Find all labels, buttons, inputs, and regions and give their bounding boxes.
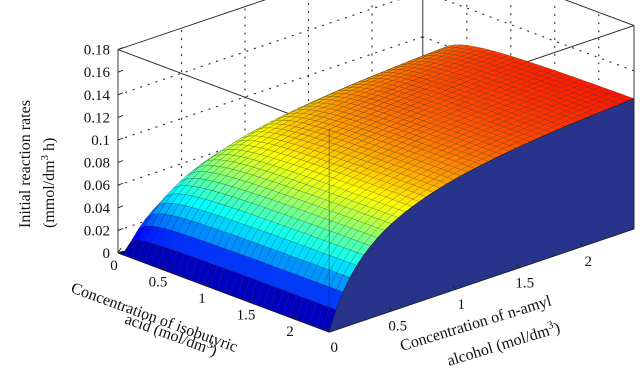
z-tick-mark [117,69,124,73]
x-tick-mark [117,247,122,254]
wall-grid-line [117,0,400,96]
x-tick-label: 1.5 [237,308,256,324]
z-tick-label: 0.06 [84,178,111,194]
z-tick-mark [117,47,124,51]
z-tick-label: 0.18 [84,43,110,59]
z-tick-mark [117,92,124,96]
x-axis-ticks: 0 0.5 1 1.5 2 [110,247,298,340]
z-tick-mark [117,137,124,141]
z-tick-label: 0.12 [84,110,110,126]
x-tick-mark [249,297,254,303]
y-tick-mark [515,263,521,269]
y-tick-mark [388,306,394,312]
x-tick-mark [205,280,210,287]
y-tick-mark [578,241,584,247]
y-tick-label: 0.5 [388,319,407,335]
z-tick-label: 0.14 [84,88,111,104]
z-tick-mark [117,250,124,254]
box-top-right-edge [564,0,635,27]
z-axis-label-line2: (mmol/dm3 h) [39,138,58,228]
z-tick-mark [117,227,124,231]
z-tick-mark [117,160,124,164]
x-tick-label: 0.5 [149,275,168,291]
y-axis-ticks: 0 0.5 1 1.5 2 [324,241,592,356]
z-tick-mark [117,182,124,186]
z-tick-label: 0.1 [91,133,110,149]
x-tick-label: 0 [110,258,118,274]
surface-mesh [117,44,635,333]
y-tick-label: 1.5 [515,276,534,292]
x-tick-mark [293,313,298,320]
z-tick-mark [117,114,124,118]
y-tick-label: 2 [584,254,592,270]
wall-grid-line [117,36,424,141]
surface-front-face [328,98,635,333]
y-tick-mark [451,284,457,290]
box-top-back-edge [117,0,266,51]
y-tick-label: 1 [457,297,465,313]
z-axis-ticks: 0 0.02 0.04 0.06 0.08 0.1 0.12 0.14 0.16 0.18 [84,43,124,262]
z-tick-label: 0.08 [84,156,110,172]
z-tick-mark [117,205,124,209]
z-tick-label: 0.16 [84,65,111,81]
y-tick-mark [324,327,330,333]
x-tick-mark [161,264,166,270]
x-tick-label: 2 [286,324,294,340]
z-axis-label-line1: Initial reaction rates [17,100,34,228]
x-tick-label: 1 [198,291,206,307]
y-tick-label: 0 [330,340,338,356]
z-tick-label: 0.04 [84,201,111,217]
wall-grid-line [443,0,635,72]
z-tick-label: 0 [103,246,111,262]
z-tick-label: 0.02 [84,223,110,239]
